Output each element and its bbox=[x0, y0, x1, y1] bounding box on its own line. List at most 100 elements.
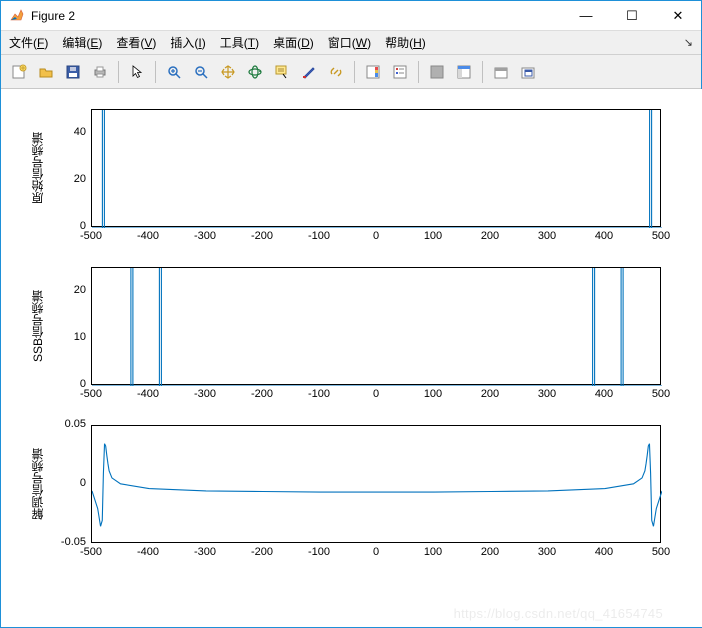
menu-chevron-icon[interactable]: ↘ bbox=[684, 36, 693, 49]
toolbar-separator bbox=[155, 61, 156, 83]
rotate3d-icon bbox=[247, 64, 263, 80]
menu-帮助[interactable]: 帮助(H) bbox=[385, 34, 426, 51]
xtick: -200 bbox=[242, 546, 282, 558]
xtick: 100 bbox=[413, 546, 453, 558]
open-icon bbox=[38, 64, 54, 80]
ytick: 40 bbox=[46, 126, 86, 138]
new-figure-icon bbox=[11, 64, 27, 80]
toolbar-separator bbox=[118, 61, 119, 83]
pointer-button[interactable] bbox=[125, 60, 149, 84]
print-button[interactable] bbox=[88, 60, 112, 84]
xtick: 400 bbox=[584, 546, 624, 558]
title-bar: Figure 2 — ☐ ✕ bbox=[1, 1, 701, 31]
ylabel-2: SSB信号频谱 bbox=[31, 267, 45, 385]
link-button[interactable] bbox=[324, 60, 348, 84]
show-tools-button[interactable] bbox=[452, 60, 476, 84]
show-tools-icon bbox=[456, 64, 472, 80]
menu-窗口[interactable]: 窗口(W) bbox=[328, 34, 371, 51]
pointer-icon bbox=[129, 64, 145, 80]
axes-2[interactable] bbox=[91, 267, 661, 385]
xtick: 500 bbox=[641, 230, 681, 242]
axes-1[interactable] bbox=[91, 109, 661, 227]
xtick: 100 bbox=[413, 230, 453, 242]
xtick: -300 bbox=[185, 230, 225, 242]
menu-bar: 文件(F) 编辑(E) 查看(V) 插入(I) 工具(T) 桌面(D) 窗口(W) 帮助(H)… bbox=[1, 31, 701, 55]
ytick: 20 bbox=[46, 284, 86, 296]
xtick: -100 bbox=[299, 388, 339, 400]
brush-icon bbox=[301, 64, 317, 80]
ytick: 10 bbox=[46, 331, 86, 343]
data-cursor-icon bbox=[274, 64, 290, 80]
xtick: -300 bbox=[185, 546, 225, 558]
xtick: 500 bbox=[641, 388, 681, 400]
link-icon bbox=[328, 64, 344, 80]
menu-桌面[interactable]: 桌面(D) bbox=[273, 34, 314, 51]
plot-lines-3 bbox=[92, 426, 662, 544]
pan-button[interactable] bbox=[216, 60, 240, 84]
xtick: 300 bbox=[527, 230, 567, 242]
xtick: 300 bbox=[527, 388, 567, 400]
zoom-in-button[interactable] bbox=[162, 60, 186, 84]
watermark: https://blog.csdn.net/qq_41654745 bbox=[454, 606, 663, 621]
pan-icon bbox=[220, 64, 236, 80]
xtick: -500 bbox=[71, 230, 111, 242]
xtick: 100 bbox=[413, 388, 453, 400]
zoom-in-icon bbox=[166, 64, 182, 80]
menu-工具[interactable]: 工具(T) bbox=[220, 34, 259, 51]
hide-tools-button[interactable] bbox=[425, 60, 449, 84]
ytick: 0.05 bbox=[46, 418, 86, 430]
toolbar-separator bbox=[482, 61, 483, 83]
new-figure-button[interactable] bbox=[7, 60, 31, 84]
insert-colorbar-button[interactable] bbox=[361, 60, 385, 84]
ytick: 0 bbox=[46, 477, 86, 489]
xtick: 0 bbox=[356, 546, 396, 558]
undock-button[interactable] bbox=[516, 60, 540, 84]
xtick: 200 bbox=[470, 230, 510, 242]
menu-编辑[interactable]: 编辑(E) bbox=[62, 34, 102, 51]
print-icon bbox=[92, 64, 108, 80]
plot-lines-1 bbox=[92, 110, 662, 228]
insert-legend-button[interactable] bbox=[388, 60, 412, 84]
minimize-button[interactable]: — bbox=[563, 1, 609, 31]
xtick: -500 bbox=[71, 388, 111, 400]
toolbar-separator bbox=[354, 61, 355, 83]
data-cursor-button[interactable] bbox=[270, 60, 294, 84]
brush-button[interactable] bbox=[297, 60, 321, 84]
dock-button[interactable] bbox=[489, 60, 513, 84]
menu-查看[interactable]: 查看(V) bbox=[116, 34, 156, 51]
plot-area: https://blog.csdn.net/qq_41654745 原始信号频谱… bbox=[1, 89, 702, 627]
menu-文件[interactable]: 文件(F) bbox=[9, 34, 48, 51]
hide-tools-icon bbox=[429, 64, 445, 80]
zoom-out-button[interactable] bbox=[189, 60, 213, 84]
xtick: -200 bbox=[242, 388, 282, 400]
ytick: 20 bbox=[46, 173, 86, 185]
maximize-button[interactable]: ☐ bbox=[609, 1, 655, 31]
xtick: -300 bbox=[185, 388, 225, 400]
save-button[interactable] bbox=[61, 60, 85, 84]
plot-lines-2 bbox=[92, 268, 662, 386]
xtick: -400 bbox=[128, 546, 168, 558]
undock-icon bbox=[520, 64, 536, 80]
xtick: 200 bbox=[470, 546, 510, 558]
xtick: 300 bbox=[527, 546, 567, 558]
ylabel-1: 原始信号频谱 bbox=[31, 109, 45, 227]
axes-3[interactable] bbox=[91, 425, 661, 543]
xtick: 200 bbox=[470, 388, 510, 400]
xtick: -200 bbox=[242, 230, 282, 242]
xtick: 500 bbox=[641, 546, 681, 558]
insert-legend-icon bbox=[392, 64, 408, 80]
xtick: -100 bbox=[299, 230, 339, 242]
close-button[interactable]: ✕ bbox=[655, 1, 701, 31]
toolbar bbox=[1, 55, 701, 89]
insert-colorbar-icon bbox=[365, 64, 381, 80]
ylabel-3: 解调信号频谱 bbox=[31, 425, 45, 543]
xtick: -500 bbox=[71, 546, 111, 558]
window-title: Figure 2 bbox=[31, 9, 75, 23]
xtick: -400 bbox=[128, 230, 168, 242]
dock-icon bbox=[493, 64, 509, 80]
rotate3d-button[interactable] bbox=[243, 60, 267, 84]
xtick: 400 bbox=[584, 230, 624, 242]
menu-插入[interactable]: 插入(I) bbox=[170, 34, 205, 51]
xtick: -100 bbox=[299, 546, 339, 558]
open-button[interactable] bbox=[34, 60, 58, 84]
